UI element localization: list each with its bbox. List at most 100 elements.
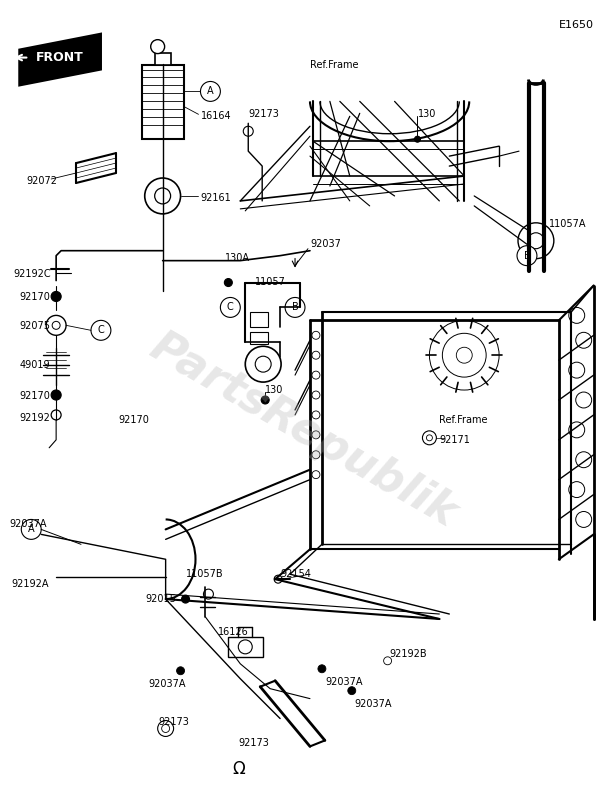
Circle shape (312, 371, 320, 379)
Circle shape (245, 346, 281, 382)
Circle shape (182, 595, 190, 603)
Text: 92173: 92173 (248, 110, 279, 119)
Text: 11057: 11057 (255, 277, 286, 286)
Text: 92173: 92173 (238, 738, 269, 749)
Circle shape (569, 362, 585, 378)
Polygon shape (19, 34, 101, 86)
Text: 92037A: 92037A (9, 519, 47, 530)
Text: 11057A: 11057A (549, 219, 587, 229)
Circle shape (274, 575, 282, 583)
Text: 130A: 130A (225, 253, 250, 262)
Circle shape (318, 665, 326, 673)
Circle shape (312, 450, 320, 458)
Circle shape (312, 331, 320, 339)
Text: 92015: 92015 (145, 594, 176, 604)
Circle shape (21, 519, 41, 539)
Circle shape (427, 435, 433, 441)
Circle shape (52, 322, 60, 330)
Circle shape (243, 126, 253, 136)
Circle shape (422, 431, 436, 445)
Circle shape (238, 640, 252, 654)
Circle shape (442, 334, 486, 377)
Circle shape (51, 410, 61, 420)
Circle shape (51, 291, 61, 302)
Circle shape (312, 431, 320, 439)
Text: 92037A: 92037A (355, 698, 392, 709)
Circle shape (312, 411, 320, 419)
Text: 130: 130 (418, 110, 436, 119)
Bar (228, 637, 263, 657)
Text: B: B (291, 302, 298, 313)
Circle shape (569, 422, 585, 438)
Text: 92072: 92072 (26, 176, 58, 186)
Circle shape (91, 320, 111, 340)
Circle shape (204, 589, 213, 599)
Circle shape (569, 482, 585, 498)
Text: 92192: 92192 (19, 413, 50, 423)
Circle shape (517, 246, 537, 266)
Text: Ω: Ω (232, 760, 245, 778)
Circle shape (569, 307, 585, 323)
Text: 92192A: 92192A (12, 579, 49, 589)
Circle shape (151, 40, 165, 54)
Text: B: B (524, 250, 530, 261)
Text: A: A (207, 86, 214, 97)
Text: A: A (28, 525, 35, 534)
Text: FRONT: FRONT (36, 51, 84, 64)
Circle shape (221, 298, 241, 318)
Text: 92170: 92170 (19, 293, 50, 302)
Text: 92037: 92037 (310, 238, 341, 249)
Text: C: C (98, 326, 104, 335)
Circle shape (528, 233, 544, 249)
Circle shape (162, 725, 170, 733)
Circle shape (312, 470, 320, 478)
Bar (155, 53, 171, 65)
Circle shape (576, 392, 591, 408)
Circle shape (456, 347, 472, 363)
Circle shape (155, 188, 171, 204)
Text: 92170: 92170 (19, 391, 50, 401)
Text: 16164: 16164 (201, 111, 231, 122)
Circle shape (576, 452, 591, 468)
Text: Ref.Frame: Ref.Frame (439, 415, 488, 425)
Circle shape (285, 298, 305, 318)
Text: 92192B: 92192B (390, 649, 427, 659)
Circle shape (312, 391, 320, 399)
Circle shape (518, 223, 554, 258)
Circle shape (158, 721, 173, 737)
Circle shape (145, 178, 181, 214)
Circle shape (348, 686, 356, 694)
Circle shape (430, 320, 499, 390)
Bar (142, 65, 184, 139)
Circle shape (384, 657, 391, 665)
Text: 11057B: 11057B (185, 570, 223, 579)
Text: E1650: E1650 (559, 20, 594, 30)
Circle shape (312, 351, 320, 359)
Bar (250, 332, 268, 344)
Text: 49019: 49019 (19, 360, 50, 370)
Text: 16126: 16126 (218, 627, 249, 637)
Bar (250, 313, 268, 327)
Circle shape (576, 332, 591, 348)
Text: 92170: 92170 (119, 415, 150, 425)
Circle shape (224, 278, 232, 286)
Text: Ref.Frame: Ref.Frame (310, 59, 359, 70)
Circle shape (576, 511, 591, 527)
Text: 92173: 92173 (159, 717, 190, 726)
Circle shape (176, 666, 185, 674)
Text: PartsRepublik: PartsRepublik (142, 325, 464, 535)
Circle shape (415, 136, 421, 142)
Text: 92192C: 92192C (13, 269, 51, 278)
Text: 92161: 92161 (201, 193, 231, 203)
Text: 92075: 92075 (19, 322, 50, 331)
Text: 92037A: 92037A (325, 677, 362, 686)
Text: 92154: 92154 (280, 570, 311, 579)
Circle shape (261, 396, 269, 404)
Circle shape (46, 315, 66, 335)
Circle shape (255, 356, 271, 372)
Circle shape (201, 82, 221, 102)
Circle shape (51, 390, 61, 400)
Text: 92171: 92171 (439, 435, 470, 445)
Text: 92037A: 92037A (148, 678, 186, 689)
Text: 130: 130 (265, 385, 284, 395)
